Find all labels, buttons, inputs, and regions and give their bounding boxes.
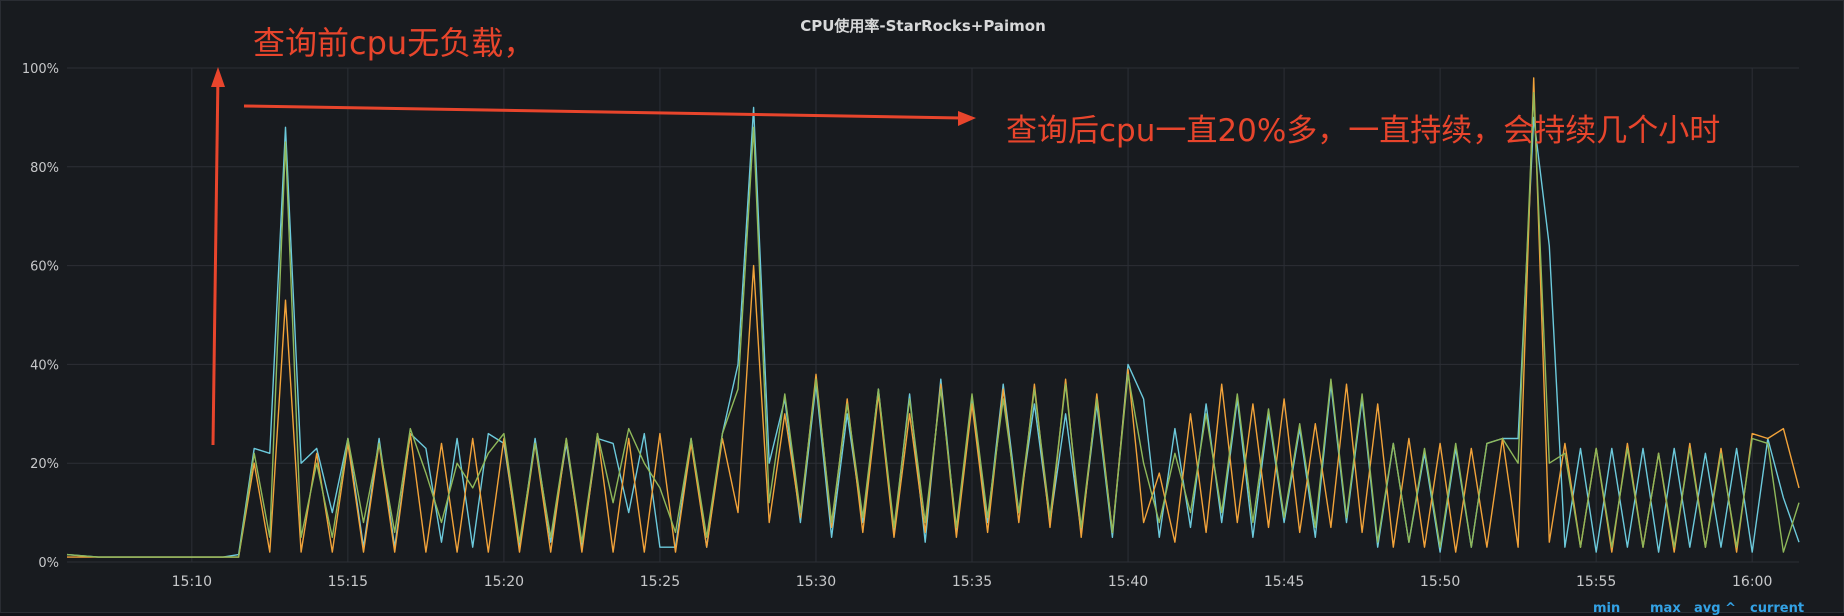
x-tick-label: 15:55: [1576, 574, 1616, 590]
x-tick-label: 15:30: [796, 574, 836, 590]
x-tick-label: 16:00: [1732, 574, 1772, 590]
series-line-3: [66, 92, 1800, 558]
y-tick-label: 80%: [30, 161, 59, 176]
grid-lines: [67, 67, 1799, 563]
y-tick-label: 100%: [22, 62, 59, 77]
annotation-before-query: 查询前cpu无负载，: [253, 24, 536, 62]
x-axis-ticks: 15:10 15:15 15:20 15:25 15:30 15:35 15:40 15:45…: [172, 574, 1773, 590]
vertical-arrow-head: [211, 67, 225, 87]
horizontal-arrow-shaft: [243, 104, 962, 120]
legend-max-header[interactable]: max: [1650, 601, 1681, 616]
vertical-arrow-shaft: [211, 72, 220, 446]
x-tick-label: 15:25: [640, 574, 680, 590]
legend-min-header[interactable]: min: [1593, 601, 1621, 616]
x-tick-label: 15:45: [1264, 574, 1304, 590]
y-tick-label: 40%: [30, 358, 59, 373]
series-line-2: [67, 77, 1800, 558]
annotation-arrows: [211, 67, 976, 446]
y-tick-label: 20%: [30, 457, 59, 472]
x-tick-label: 15:15: [328, 574, 368, 590]
y-axis-ticks: 0% 20% 40% 60% 80% 100%: [22, 62, 59, 571]
x-tick-label: 15:50: [1420, 574, 1460, 590]
series-line-1: [66, 106, 1800, 558]
y-tick-label: 60%: [30, 260, 59, 275]
x-tick-label: 15:40: [1108, 574, 1148, 590]
series-lines: [66, 77, 1800, 558]
x-tick-label: 15:10: [172, 574, 212, 590]
legend-current-header[interactable]: current: [1750, 601, 1805, 616]
legend-avg-header[interactable]: avg ^: [1694, 601, 1736, 616]
horizontal-arrow-head: [958, 111, 976, 126]
annotation-after-query: 查询后cpu一直20%多，一直持续，会持续几个小时: [1006, 113, 1721, 149]
x-tick-label: 15:35: [952, 574, 992, 590]
y-tick-label: 0%: [38, 556, 59, 571]
x-tick-label: 15:20: [484, 574, 524, 590]
panel-title: CPU使用率-StarRocks+Paimon: [800, 17, 1046, 35]
